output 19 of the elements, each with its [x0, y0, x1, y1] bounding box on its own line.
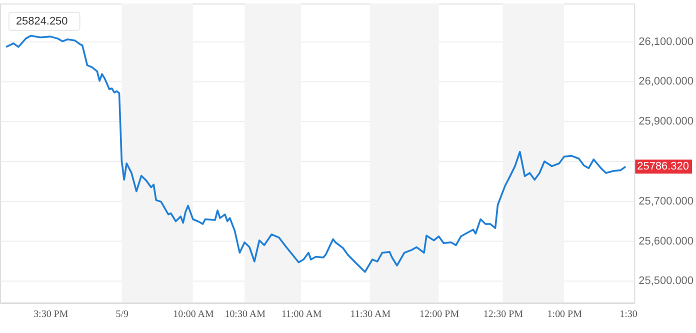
y-tick-label: 26,100.000: [638, 36, 694, 48]
y-tick-label: 25,900.000: [638, 116, 694, 128]
x-tick-label: 12:00 PM: [419, 309, 460, 320]
x-tick-label: 10:30 AM: [224, 309, 266, 320]
x-tick-label: 11:30 AM: [350, 309, 391, 320]
y-tick-label: 26,000.000: [638, 76, 694, 88]
line-series: [5, 34, 626, 273]
y-tick-label: 25,700.000: [638, 195, 694, 208]
x-tick-label: 3:30 PM: [34, 309, 68, 320]
x-tick-label: 1:30: [620, 309, 638, 320]
y-tick-label: 25,600.000: [638, 235, 694, 248]
text: 25786.320: [637, 160, 689, 173]
x-tick-label: 5/9: [116, 309, 129, 320]
x-tick-label: 10:00 AM: [173, 309, 214, 320]
x-tick-label: 11:00 AM: [281, 309, 322, 320]
annotation: 25824.250: [16, 15, 68, 28]
x-tick-label: 12:30 PM: [483, 309, 524, 320]
x-tick-label: 1:00 PM: [547, 309, 582, 320]
y-tick-label: 25,500.000: [638, 275, 694, 288]
